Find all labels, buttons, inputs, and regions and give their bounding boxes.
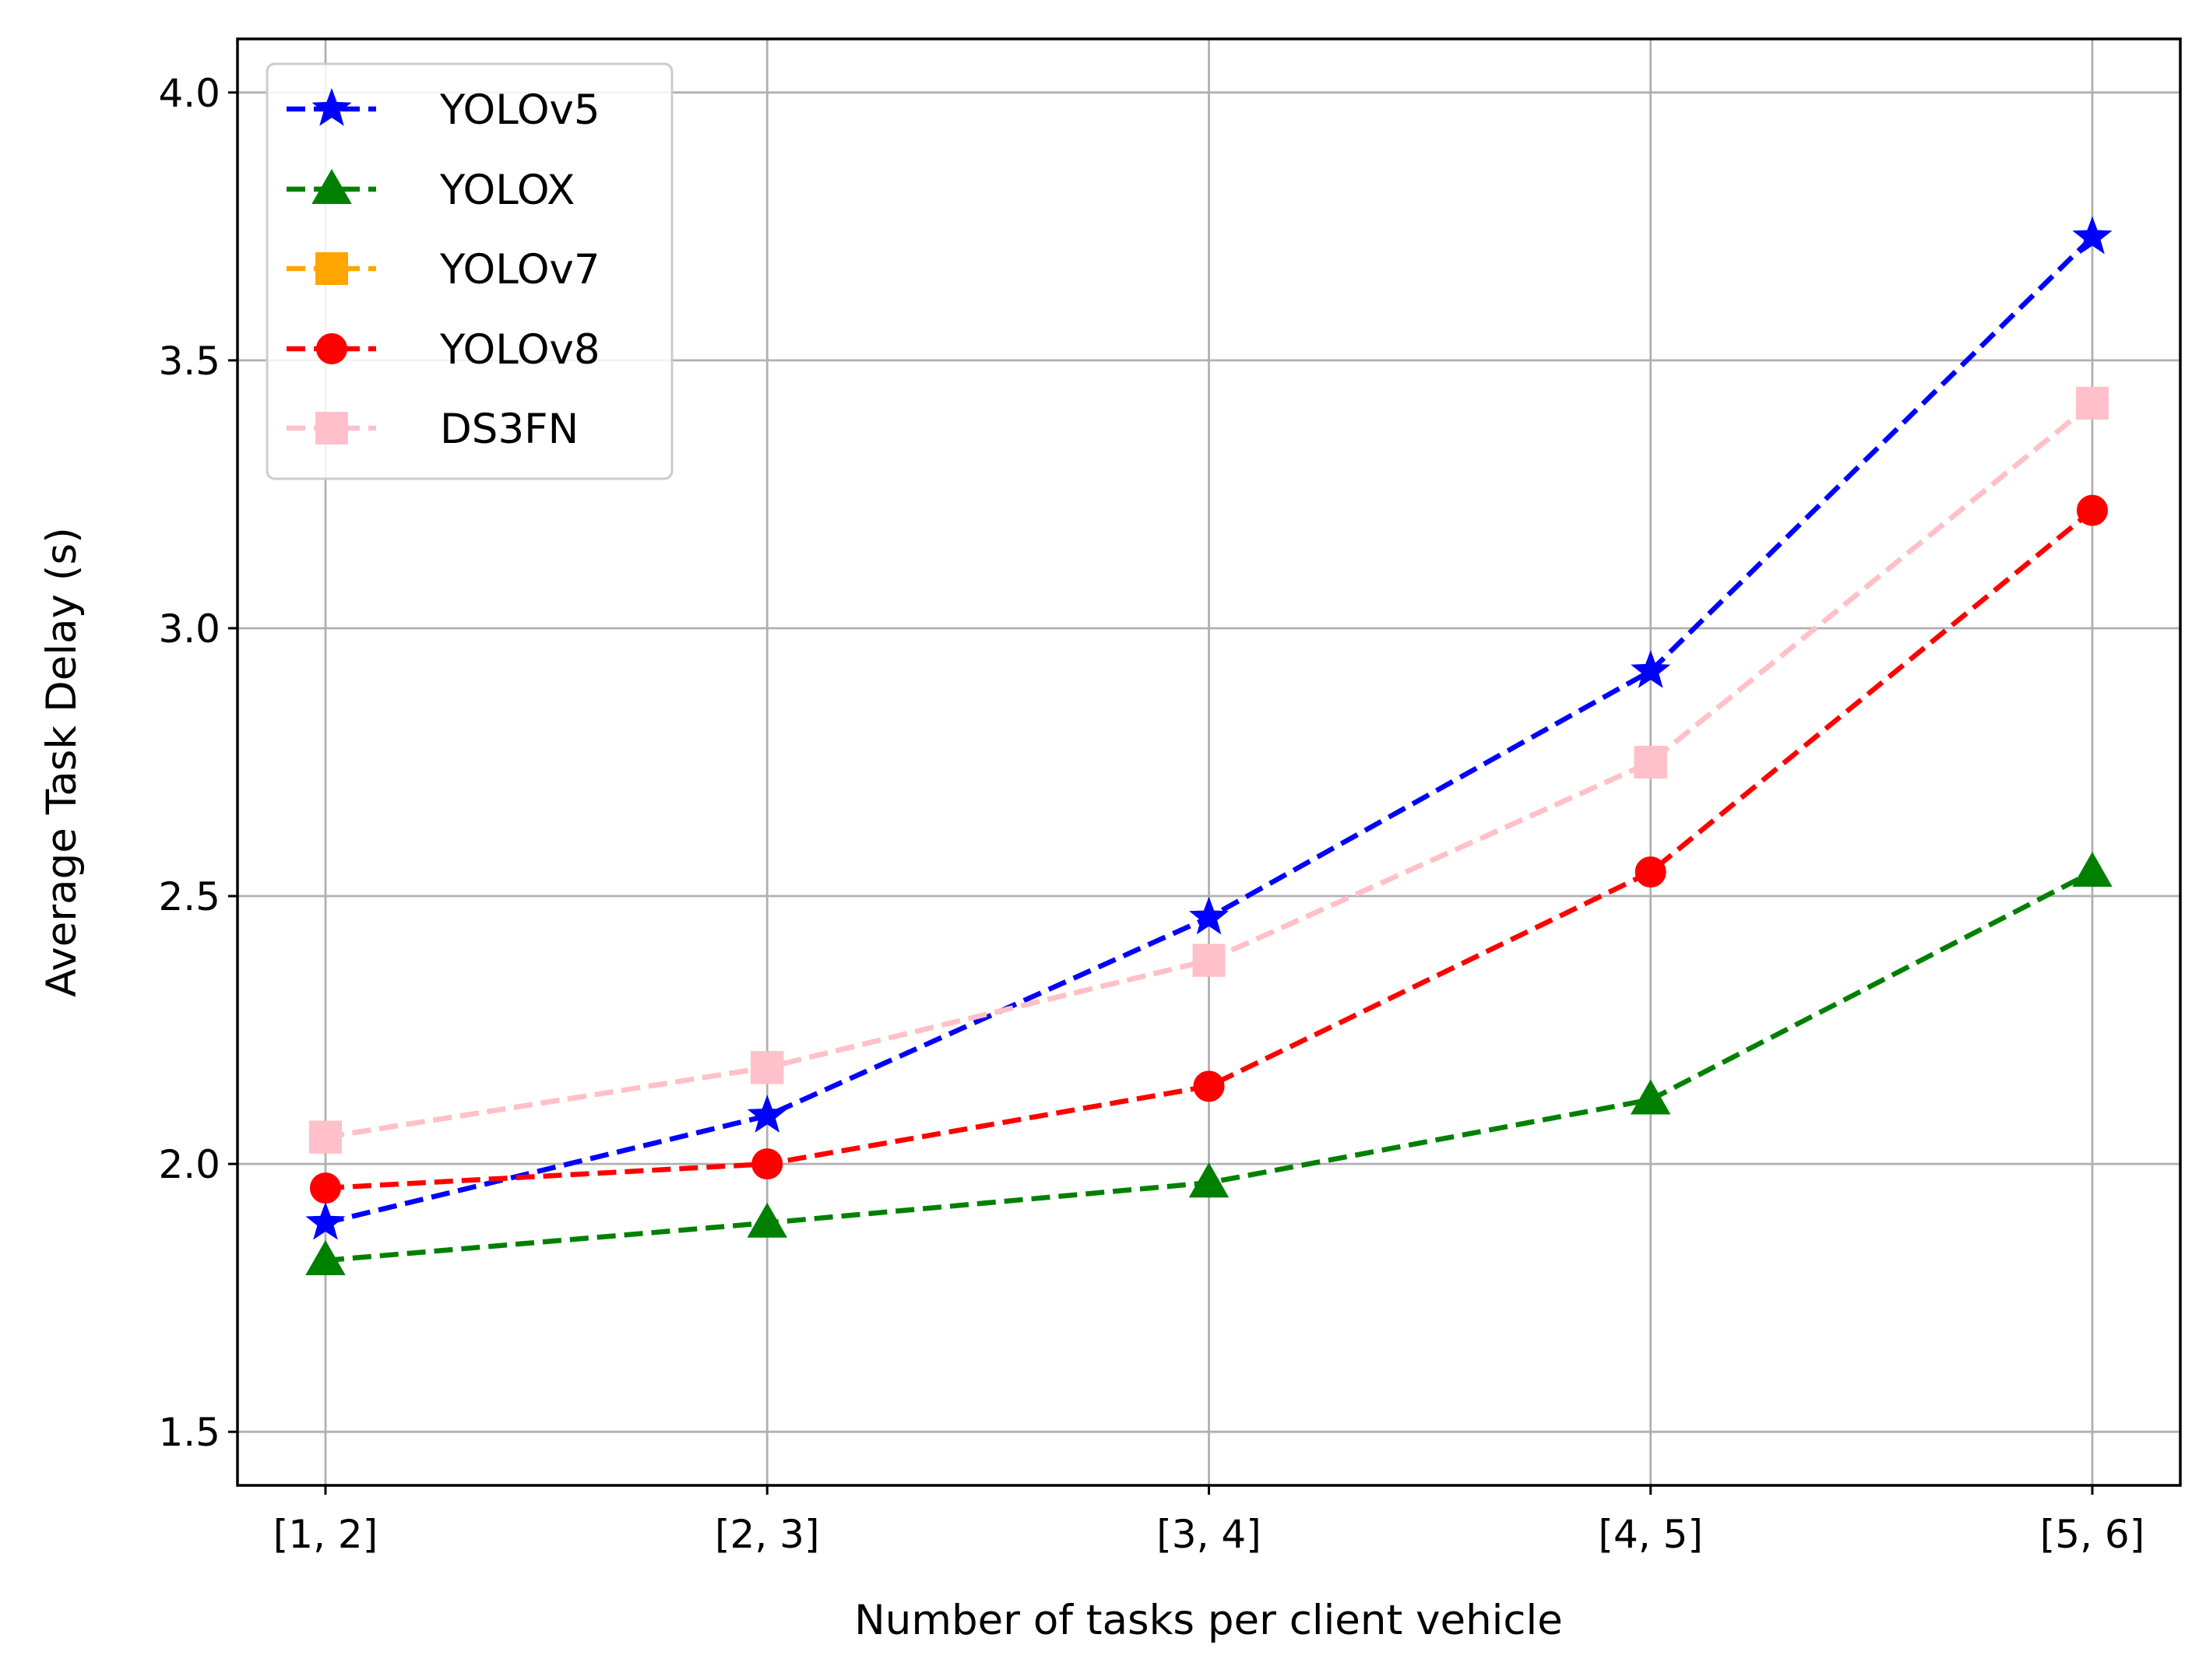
legend-entry: DS3FN — [287, 406, 579, 453]
y-tick-label: 1.5 — [158, 1410, 220, 1455]
y-axis-ticks: 1.5 2.0 2.5 3.0 3.5 4.0 — [158, 71, 237, 1455]
data-point-star — [747, 1095, 787, 1133]
legend-marker — [315, 252, 348, 285]
data-point-triangle — [747, 1202, 787, 1238]
x-tick-label: [4, 5] — [1599, 1512, 1703, 1557]
legend-marker — [311, 168, 352, 204]
series-layer — [305, 216, 2113, 1275]
data-point-circle — [751, 1148, 783, 1180]
data-point-star — [1188, 896, 1230, 935]
data-point-square — [309, 1120, 342, 1154]
legend-label: YOLOv7 — [439, 246, 600, 293]
data-point-star — [305, 1201, 346, 1240]
x-tick-label: [1, 2] — [273, 1512, 378, 1557]
data-point-triangle — [1188, 1162, 1230, 1198]
legend-entry: YOLOv7 — [287, 246, 600, 293]
y-tick-label: 3.5 — [158, 339, 220, 384]
data-point-square — [1192, 944, 1226, 977]
x-axis-label: Number of tasks per client vehicle — [854, 1597, 1563, 1644]
data-point-square — [751, 1051, 784, 1084]
legend: YOLOv5 YOLOX YOLOv7 YOLOv8 DS3FN — [266, 62, 674, 480]
legend-marker — [316, 333, 347, 364]
legend-label: DS3FN — [440, 406, 579, 453]
x-tick-label: [5, 6] — [2040, 1512, 2144, 1557]
x-tick-label: [3, 4] — [1156, 1512, 1261, 1557]
y-tick-label: 4.0 — [158, 71, 220, 116]
legend-entry: YOLOv5 — [287, 86, 600, 134]
y-axis-label: Average Task Delay (s) — [38, 527, 86, 997]
series-line — [325, 508, 2095, 1191]
series-yolov8 — [310, 494, 2108, 1204]
legend-marker — [311, 88, 352, 126]
legend-label: YOLOX — [439, 167, 575, 214]
y-tick-label: 2.0 — [158, 1142, 220, 1187]
data-point-star — [1631, 650, 1671, 688]
data-point-circle — [2077, 494, 2108, 526]
data-point-star — [2072, 216, 2113, 255]
series-yolox — [305, 852, 2113, 1275]
data-point-triangle — [305, 1239, 346, 1275]
x-axis-ticks: [1, 2] [2, 3] [3, 4] [4, 5] [5, 6] — [273, 1485, 2144, 1557]
series-ds3fn — [309, 386, 2109, 1154]
legend-box — [266, 62, 674, 480]
legend-marker — [315, 412, 348, 445]
y-tick-label: 2.5 — [158, 874, 220, 919]
data-point-square — [2076, 386, 2109, 420]
data-point-triangle — [1631, 1079, 1671, 1115]
legend-entry: YOLOv8 — [287, 326, 600, 374]
data-point-circle — [1193, 1070, 1225, 1102]
series-yolov5 — [305, 216, 2113, 1240]
legend-label: YOLOv8 — [439, 326, 600, 374]
data-point-circle — [1634, 856, 1666, 888]
data-point-circle — [310, 1172, 341, 1204]
data-point-triangle — [2072, 852, 2113, 887]
y-tick-label: 3.0 — [158, 606, 220, 652]
legend-entry: YOLOX — [287, 167, 575, 214]
x-tick-label: [2, 3] — [715, 1512, 819, 1557]
data-point-square — [1634, 746, 1667, 778]
legend-label: YOLOv5 — [439, 86, 600, 134]
